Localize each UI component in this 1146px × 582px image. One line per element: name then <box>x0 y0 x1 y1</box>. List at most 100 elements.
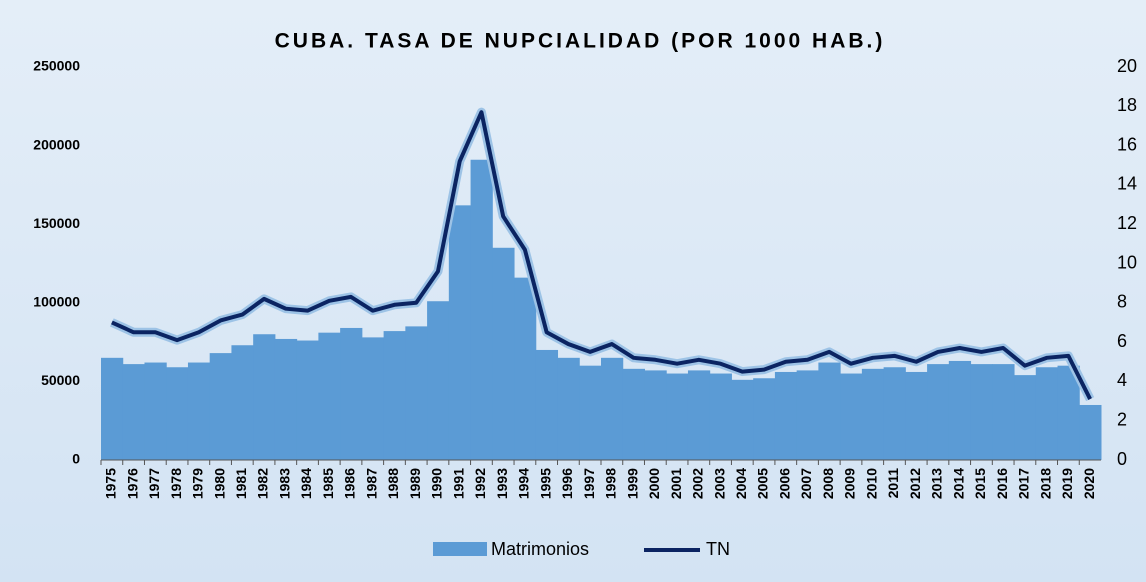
x-tick-label: 1999 <box>624 468 640 499</box>
bar <box>861 368 885 460</box>
x-tick-label: 1998 <box>603 468 619 499</box>
x-tick-label: 1990 <box>429 468 445 499</box>
x-tick-label: 1989 <box>407 468 423 499</box>
y2-tick-label: 16 <box>1117 134 1137 154</box>
bar <box>405 326 428 460</box>
x-tick-label: 1992 <box>472 468 488 499</box>
bar <box>144 362 167 460</box>
y2-tick-label: 20 <box>1117 56 1137 76</box>
x-tick-label: 2014 <box>950 468 966 499</box>
y2-tick-label: 8 <box>1117 292 1127 312</box>
bar <box>601 357 624 460</box>
bar <box>905 371 928 460</box>
bar <box>970 364 993 460</box>
x-tick-label: 2004 <box>733 468 749 499</box>
y-tick-label: 0 <box>72 451 80 467</box>
x-tick-label: 1996 <box>559 468 575 499</box>
y2-tick-label: 10 <box>1117 252 1137 272</box>
x-tick-label: 1987 <box>363 468 379 499</box>
x-tick-label: 1976 <box>124 468 140 499</box>
bar <box>253 334 276 460</box>
bar <box>340 327 363 460</box>
bar <box>992 364 1015 460</box>
x-tick-label: 1985 <box>320 468 336 499</box>
bar <box>470 159 493 461</box>
y-tick-label: 250000 <box>33 58 80 74</box>
bar <box>296 340 319 460</box>
bar <box>535 349 559 460</box>
bar <box>231 345 254 460</box>
bar <box>514 277 537 460</box>
legend-label: TN <box>706 539 730 559</box>
x-tick-label: 2011 <box>885 468 901 499</box>
bar <box>427 301 450 460</box>
line <box>111 110 1092 400</box>
x-tick-label: 1997 <box>581 468 597 499</box>
x-tick-label: 1986 <box>342 468 358 499</box>
y-tick-label: 150000 <box>33 215 80 231</box>
bar <box>948 360 972 460</box>
x-tick-label: 2002 <box>690 468 706 499</box>
x-tick-label: 1991 <box>450 468 466 499</box>
bar <box>731 379 754 460</box>
x-tick-label: 2020 <box>1081 468 1097 499</box>
y2-tick-label: 18 <box>1117 95 1137 115</box>
bar <box>1079 404 1102 460</box>
bar <box>383 331 406 460</box>
legend-swatch <box>433 542 487 556</box>
x-tick-label: 1980 <box>211 468 227 499</box>
bar <box>687 370 711 460</box>
bar <box>274 338 298 460</box>
bar <box>1014 375 1037 460</box>
bar <box>209 353 232 460</box>
x-tick-label: 2012 <box>907 468 923 499</box>
x-tick-label: 1981 <box>233 468 249 499</box>
x-tick-label: 2006 <box>776 468 792 499</box>
bar <box>927 364 950 460</box>
x-tick-label: 1977 <box>146 468 162 499</box>
bar <box>187 362 211 460</box>
x-tick-label: 2010 <box>863 468 879 499</box>
x-tick-label: 2015 <box>972 468 988 499</box>
x-tick-label: 2007 <box>798 468 814 499</box>
bar <box>318 332 341 460</box>
x-tick-label: 2016 <box>994 468 1010 499</box>
x-tick-label: 1978 <box>168 468 184 499</box>
x-tick-label: 1995 <box>537 468 553 499</box>
y2-tick-label: 14 <box>1117 174 1137 194</box>
legend-label: Matrimonios <box>491 539 589 559</box>
bar <box>579 365 602 460</box>
bar <box>753 378 776 460</box>
bar <box>666 373 689 460</box>
bar <box>883 367 906 460</box>
x-tick-label: 2003 <box>711 468 727 499</box>
x-tick-label: 1993 <box>494 468 510 499</box>
bar <box>448 205 472 460</box>
y2-tick-label: 0 <box>1117 449 1127 469</box>
y2-tick-label: 2 <box>1117 409 1127 429</box>
bar <box>1035 367 1059 460</box>
bar <box>774 371 798 460</box>
x-tick-label: 1975 <box>103 468 119 499</box>
bar <box>361 337 385 460</box>
bar <box>557 357 580 460</box>
x-tick-label: 1982 <box>255 468 271 499</box>
bar <box>1057 365 1080 460</box>
x-tick-label: 2000 <box>646 468 662 499</box>
bar <box>818 362 841 460</box>
bar <box>166 367 189 460</box>
y-tick-label: 200000 <box>33 136 80 152</box>
x-tick-label: 1983 <box>276 468 292 499</box>
x-tick-label: 1994 <box>516 468 532 499</box>
bar <box>122 364 145 460</box>
x-tick-label: 1984 <box>298 468 314 499</box>
bar <box>709 373 732 460</box>
y2-tick-label: 4 <box>1117 370 1127 390</box>
y2-tick-label: 12 <box>1117 213 1137 233</box>
x-tick-label: 2008 <box>820 468 836 499</box>
x-tick-label: 1979 <box>190 468 206 499</box>
x-tick-label: 2009 <box>842 468 858 499</box>
bar <box>796 370 819 460</box>
x-tick-label: 2013 <box>929 468 945 499</box>
